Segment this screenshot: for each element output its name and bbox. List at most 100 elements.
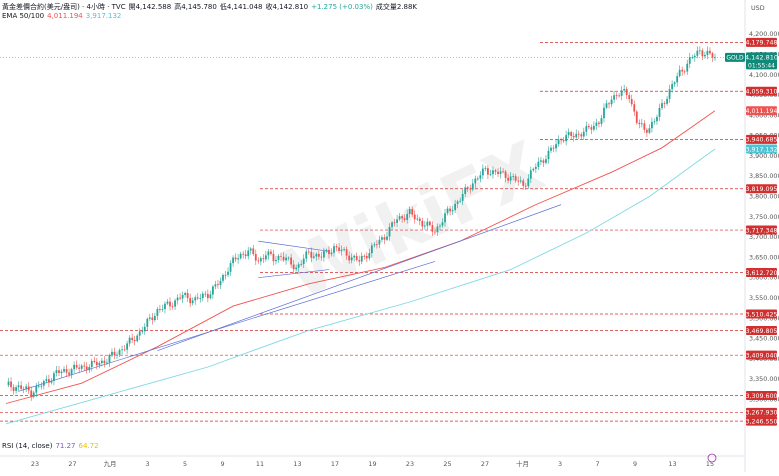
- x-tick-label: 9: [220, 460, 224, 468]
- candle-body: [312, 256, 315, 258]
- candle-body: [540, 160, 542, 162]
- x-tick-label: 11: [256, 460, 264, 468]
- candle-body: [560, 139, 562, 141]
- candle-body: [348, 255, 351, 261]
- candle-body: [60, 371, 63, 374]
- candle-body: [328, 249, 330, 255]
- candle-body: [512, 176, 515, 178]
- volume-label: 成交量: [375, 3, 397, 11]
- candle-body: [242, 253, 245, 255]
- ema50-tag: [746, 106, 777, 116]
- candle-body: [701, 50, 704, 57]
- candle-body: [376, 244, 378, 246]
- candle-body: [567, 132, 570, 136]
- candle-body: [315, 253, 318, 257]
- y-tick-label: 3,700.000: [749, 233, 779, 241]
- candle-body: [704, 54, 706, 57]
- candle-body: [232, 257, 234, 264]
- candle-body: [272, 253, 275, 262]
- candle-body: [317, 253, 320, 257]
- candle-body: [355, 255, 358, 261]
- candle-body: [487, 168, 489, 175]
- candle-body: [204, 293, 207, 295]
- candle-body: [469, 188, 472, 190]
- candle-body: [151, 317, 154, 321]
- candle-body: [15, 387, 17, 391]
- candle-body: [68, 372, 70, 375]
- candle-body: [196, 297, 199, 299]
- candle-body: [577, 133, 580, 135]
- candle-body: [148, 317, 151, 319]
- candle-body: [93, 360, 96, 362]
- ema100-tag-label: 3,917.132: [745, 146, 777, 153]
- candle-body: [625, 88, 628, 96]
- candle-body: [335, 246, 338, 248]
- candle-body: [330, 252, 333, 255]
- candle-body: [633, 104, 636, 112]
- candle-body: [537, 161, 540, 167]
- candle-body: [454, 203, 457, 211]
- candle-body: [70, 369, 73, 375]
- level-tag: [746, 350, 777, 360]
- candle-body: [365, 255, 368, 259]
- candle-body: [191, 300, 194, 304]
- candle-body: [527, 178, 530, 187]
- x-tick-label: 23: [31, 460, 39, 468]
- close-value: 4,142.810: [272, 3, 309, 11]
- candle-body: [45, 379, 48, 381]
- candle-body: [456, 201, 459, 204]
- candle-body: [393, 222, 396, 224]
- candle-body: [257, 260, 260, 262]
- y-tick-label: 4,200.000: [749, 30, 779, 38]
- candle-body: [635, 111, 638, 123]
- candle-body: [100, 360, 103, 364]
- candle-body: [338, 247, 340, 252]
- candle-body: [50, 380, 53, 383]
- high-label: 高: [174, 3, 182, 11]
- candle-body: [441, 222, 444, 226]
- candle-body: [277, 255, 280, 260]
- volume-value: 2.88K: [396, 3, 418, 11]
- low-label: 低: [219, 3, 227, 11]
- symbol-header: 黃金差價合約(美元/盎司) · 4小時 · TVC 開4,142.588 高4,14…: [2, 2, 420, 12]
- candle-body: [696, 50, 699, 56]
- candle-body: [234, 257, 237, 260]
- candle-body: [138, 331, 141, 336]
- candle-body: [333, 246, 335, 253]
- candle-body: [605, 103, 608, 108]
- candle-body: [509, 176, 512, 181]
- candle-body: [58, 370, 60, 374]
- candle-body: [209, 294, 212, 299]
- open-value: 4,142.588: [135, 3, 172, 11]
- candle-body: [95, 361, 98, 366]
- candle-body: [683, 71, 686, 73]
- x-tick-label: 27: [68, 460, 76, 468]
- candle-body: [169, 301, 171, 307]
- candle-body: [300, 264, 303, 265]
- candle-body: [565, 135, 568, 142]
- x-tick-label: 3: [558, 460, 562, 468]
- candle-body: [444, 213, 446, 223]
- candle-body: [146, 318, 149, 327]
- candle-body: [408, 209, 411, 214]
- level-tag: [746, 134, 777, 144]
- candle-body: [179, 297, 181, 299]
- x-tick-label: 19: [368, 460, 376, 468]
- candle-body: [282, 256, 285, 261]
- candle-body: [620, 90, 623, 96]
- high-value: 4,145.780: [181, 3, 217, 11]
- candle-body: [434, 231, 436, 233]
- level-tag: [746, 391, 777, 401]
- candle-body: [552, 147, 555, 149]
- candle-body: [608, 103, 610, 105]
- candle-body: [418, 218, 421, 222]
- candle-body: [484, 168, 487, 169]
- level-tag-label: 3,469.805: [745, 328, 777, 335]
- ema100-line: [5, 148, 716, 425]
- candle-body: [671, 84, 674, 90]
- candle-body: [504, 171, 507, 178]
- candle-body: [436, 226, 439, 233]
- candle-body: [648, 128, 651, 133]
